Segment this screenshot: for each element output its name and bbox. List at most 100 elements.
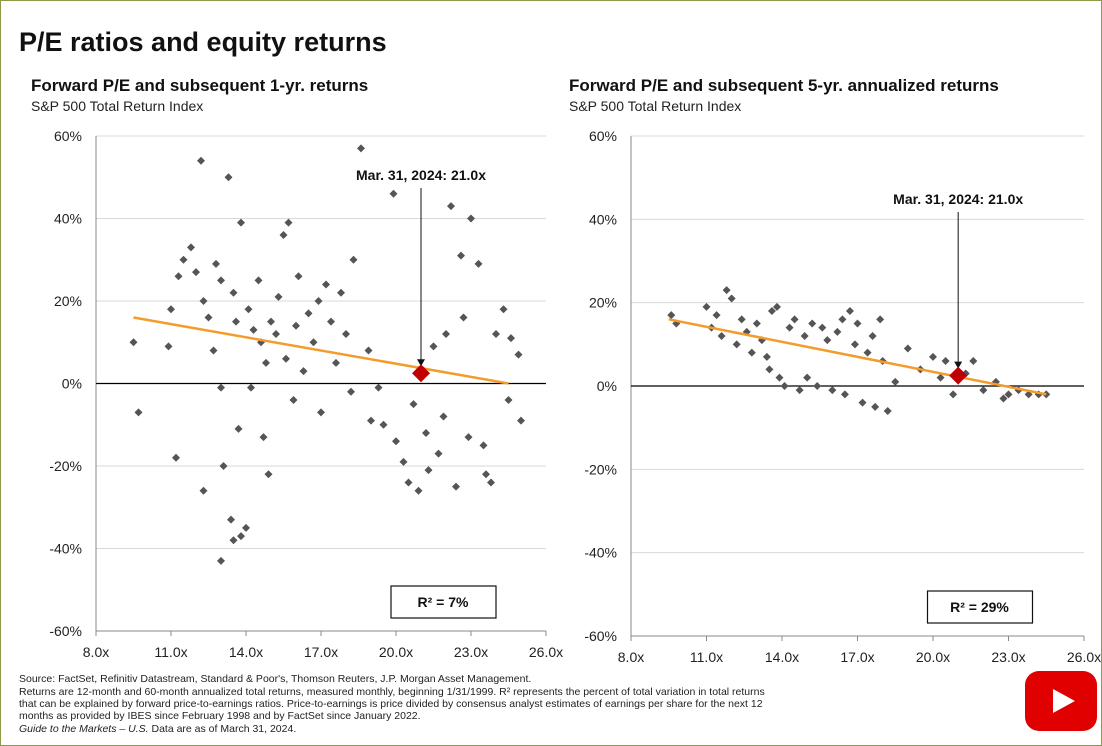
point [876,315,885,324]
point [818,323,827,332]
point [254,276,263,285]
point [717,332,726,340]
point [399,457,408,466]
point [772,302,781,311]
point [452,482,460,491]
point [823,336,832,345]
point [337,288,345,297]
point [929,352,937,361]
point [317,408,325,417]
point [289,396,298,404]
point [304,309,313,318]
x-tick-label: 17.0x [304,644,338,660]
point [752,319,761,328]
point [309,338,318,347]
point [800,332,809,340]
point [775,373,784,382]
r-squared-box [926,590,1034,624]
point [424,466,433,475]
point [179,255,188,264]
point [247,383,255,392]
r-squared-label: R² = 29% [950,599,1009,615]
point [262,358,270,367]
point [467,214,475,223]
point [1004,390,1013,399]
point [342,330,350,338]
point [434,449,443,458]
point [833,327,842,336]
point [422,429,430,437]
youtube-play[interactable] [1053,689,1075,713]
point [780,382,789,390]
point [219,462,228,470]
arrow-head [417,359,425,367]
point [979,386,988,395]
y-tick-label: 0% [597,378,617,394]
point [667,311,676,320]
point [813,382,822,390]
point [217,383,225,392]
annotation: Mar. 31, 2024: 21.0x [356,167,486,183]
annotation: Mar. 31, 2024: 21.0x [893,191,1023,207]
y-tick-label: 60% [589,128,617,144]
point [367,416,375,425]
point [459,313,468,322]
point [357,144,365,153]
point [199,297,208,305]
x-tick-label: 23.0x [454,644,488,660]
x-tick-label: 14.0x [229,644,263,660]
highlight-point [412,364,430,383]
point [712,311,721,320]
point [795,386,804,395]
point [274,292,283,301]
point [727,294,736,303]
point [803,373,812,382]
youtube-icon[interactable] [1025,671,1097,731]
point [517,416,525,425]
point [762,352,771,361]
point [439,412,448,421]
point [234,424,243,433]
point [259,433,268,442]
point [264,470,273,479]
point [204,313,213,322]
point [765,365,774,374]
y-tick-label: 20% [54,293,82,309]
point [389,189,398,198]
footnote-line: Guide to the Markets – U.S. Data are as … [19,723,296,735]
r-squared-label: R² = 7% [418,594,470,610]
point [227,515,235,524]
point [192,268,200,277]
trendline [668,318,1047,396]
point [229,288,238,297]
point [164,342,173,351]
chart-subtitle: S&P 500 Total Return Index [31,98,203,114]
point [969,357,978,365]
trendline [133,316,509,385]
point [364,346,373,355]
point [167,305,175,314]
point [838,315,847,324]
as-of: Data are as of March 31, 2024. [151,723,297,735]
point [868,332,877,340]
point [429,342,438,351]
point [858,398,867,407]
point [474,259,483,268]
point [903,344,912,353]
point [187,243,195,252]
point [134,408,143,417]
point [853,319,862,328]
y-tick-label: 0% [62,376,82,392]
point [374,383,383,392]
point [492,330,500,338]
guide-name: Guide to the Markets – U.S. [19,723,149,735]
point [863,348,872,357]
x-tick-label: 20.0x [916,649,950,665]
point [747,348,756,357]
point [790,315,799,324]
chart-title: Forward P/E and subsequent 5-yr. annuali… [569,76,999,95]
point [229,536,238,545]
y-tick-label: 20% [589,295,617,311]
point [808,319,817,328]
